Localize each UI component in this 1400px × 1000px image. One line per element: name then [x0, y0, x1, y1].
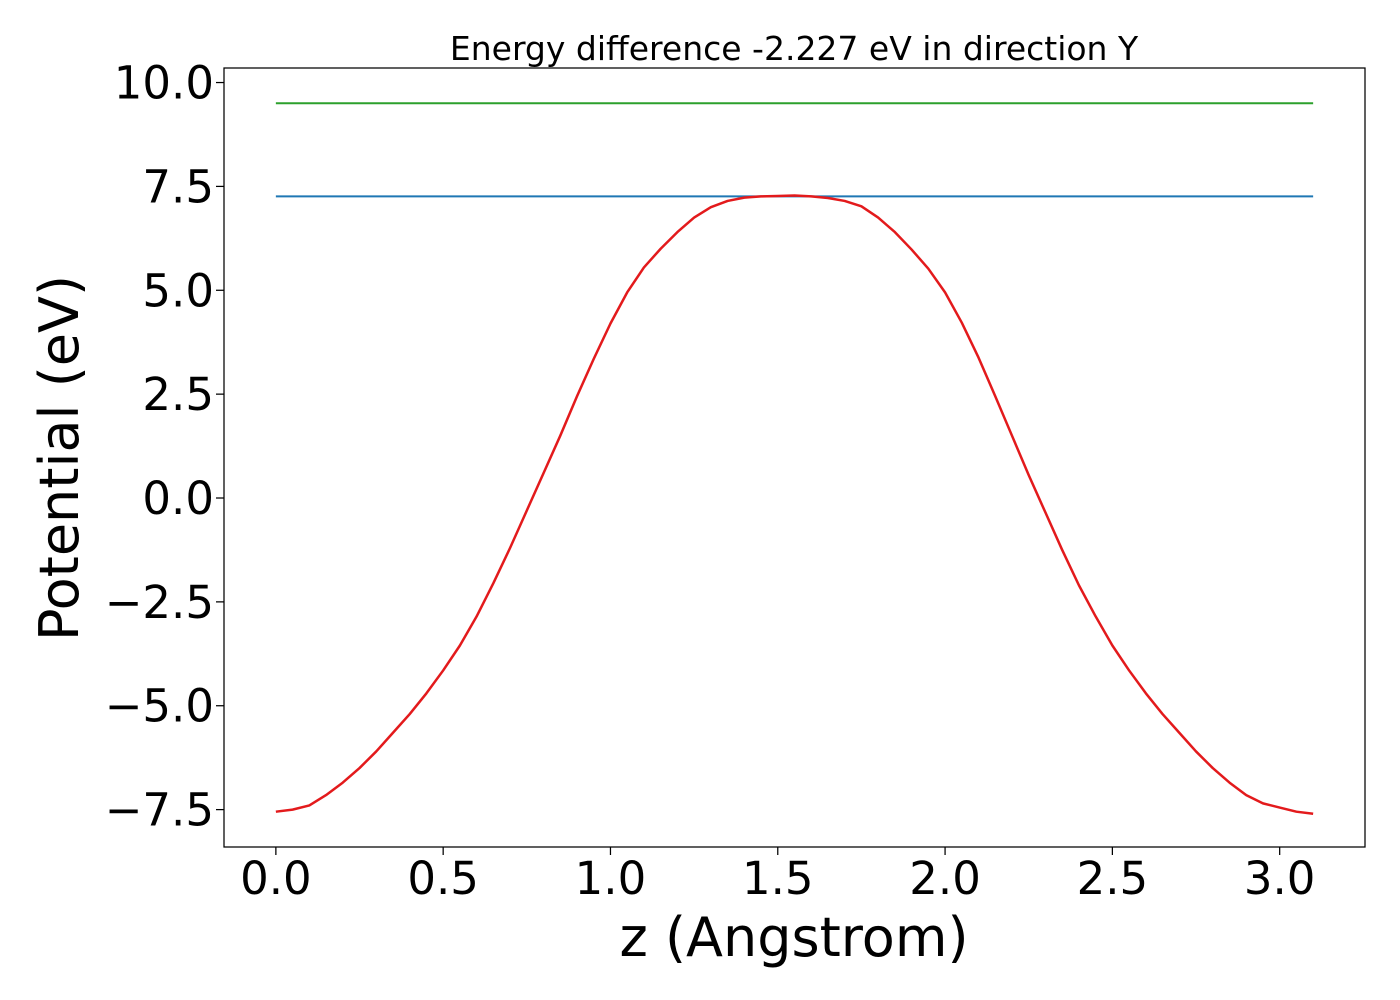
y-tick-label: 0.0: [142, 472, 214, 525]
x-axis-label: z (Angstrom): [619, 906, 968, 969]
y-tick-label: 2.5: [142, 368, 214, 421]
x-tick-label: 2.0: [909, 852, 981, 905]
ticks-layer: 0.0 0.5 1.0 1.5 2.0 2.5 3.0 10.0 7.5 5.0 2.5 0.0 −2.…: [105, 57, 1316, 905]
x-tick-label: 1.5: [742, 852, 814, 905]
y-tick-label: −2.5: [105, 576, 214, 629]
y-tick-label: 5.0: [142, 264, 214, 317]
series-layer: [275, 102, 1314, 816]
x-tick-label: 2.5: [1077, 852, 1149, 905]
y-tick-label: 7.5: [142, 160, 214, 213]
x-tick-label: 3.0: [1244, 852, 1316, 905]
x-tick-label: 1.0: [575, 852, 647, 905]
y-tick-label: −5.0: [105, 680, 214, 733]
chart-title: Energy difference -2.227 eV in direction…: [450, 29, 1139, 68]
y-tick-label: −7.5: [105, 784, 214, 837]
series-line-3: [275, 194, 1314, 816]
plot-frame: [223, 67, 1366, 848]
x-tick-label: 0.0: [240, 852, 312, 905]
y-axis-label: Potential (eV): [28, 275, 91, 641]
x-tick-label: 0.5: [407, 852, 479, 905]
y-tick-label: 10.0: [114, 57, 214, 110]
